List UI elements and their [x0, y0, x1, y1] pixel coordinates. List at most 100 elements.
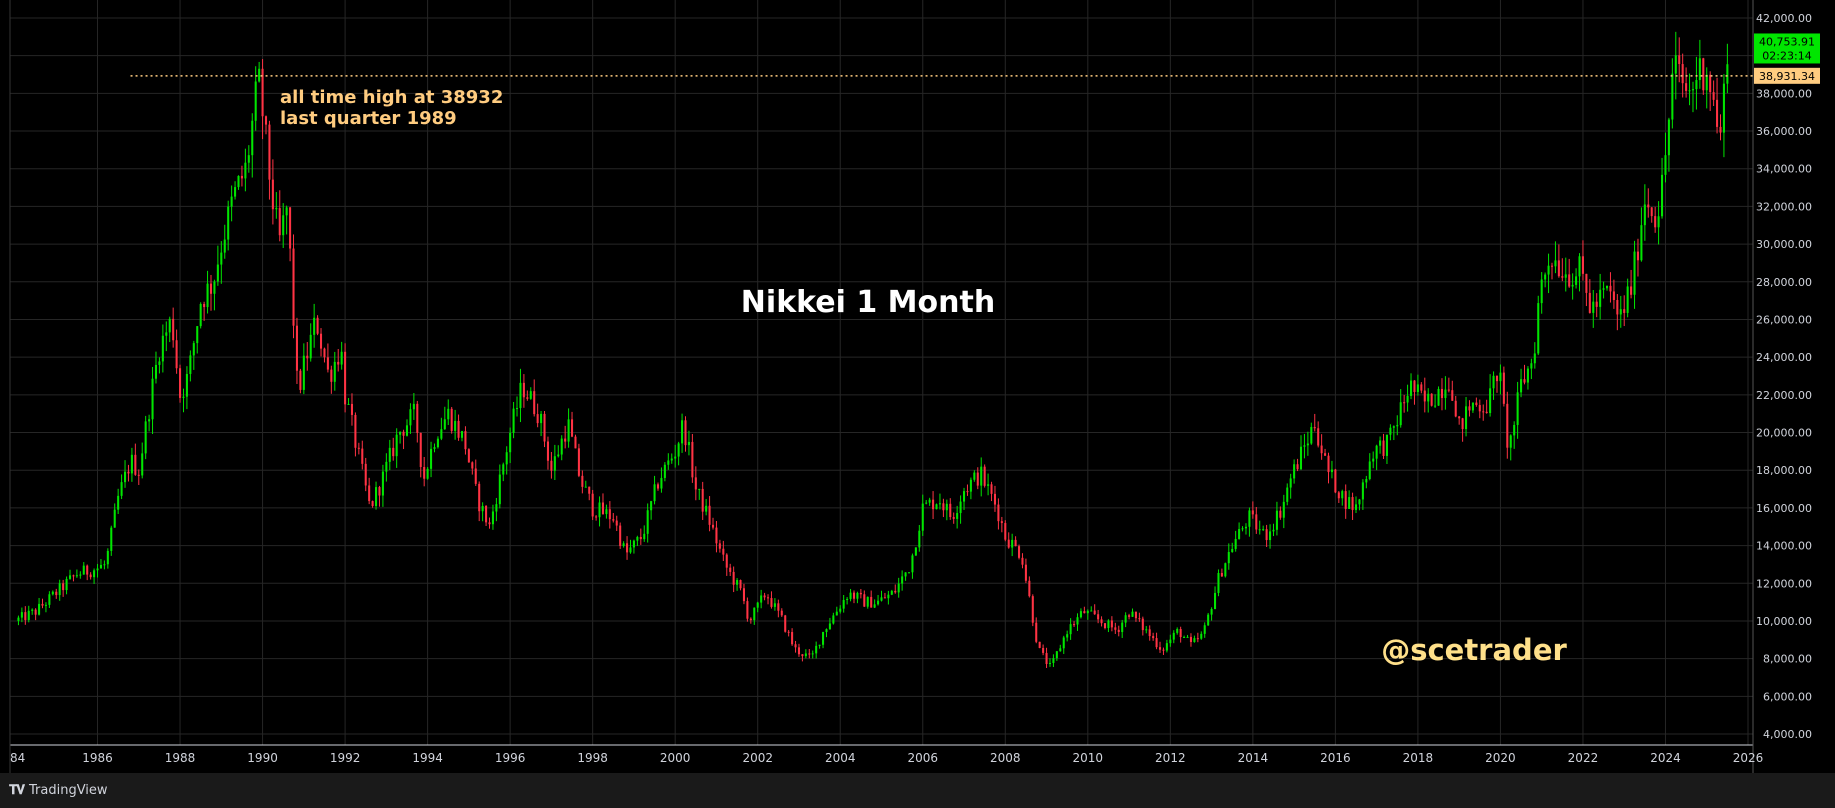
candle-body	[24, 612, 27, 621]
candle-body	[1076, 617, 1079, 625]
candle-body	[533, 391, 536, 415]
candle-body	[244, 162, 247, 179]
candle-body	[632, 540, 635, 548]
candle-body	[1671, 73, 1674, 120]
candle-body	[907, 572, 911, 574]
candle-body	[914, 547, 917, 556]
candle-body	[86, 565, 89, 575]
candle-body	[1561, 276, 1564, 278]
candle-body	[1179, 628, 1182, 638]
candle-body	[1526, 368, 1529, 383]
time-axis[interactable]: 84 1986 1988 1990 1992 1994 1996 1998 2000 2002 20…	[10, 751, 1763, 765]
candle-body	[1158, 647, 1162, 650]
candle-body	[890, 590, 893, 595]
candle-body	[1324, 453, 1327, 456]
candle-body	[1575, 276, 1578, 285]
candle-body	[388, 447, 391, 462]
candle-body	[1568, 274, 1571, 287]
candle-body	[1533, 353, 1536, 364]
candle-body	[1379, 440, 1382, 446]
candle-body	[1712, 92, 1715, 100]
candle-body	[694, 477, 697, 490]
candle-body	[1664, 155, 1667, 175]
candle-body	[595, 516, 598, 518]
candle-body	[1437, 388, 1440, 406]
candle-body	[436, 438, 439, 448]
author-watermark: @scetrader	[1381, 633, 1567, 667]
candle-body	[68, 575, 72, 579]
candle-body	[237, 175, 240, 188]
candle-body	[543, 413, 546, 442]
y-tick-label: 12,000.00	[1756, 577, 1812, 590]
candle-body	[124, 471, 127, 483]
candle-body	[1678, 55, 1681, 65]
candle-body	[1234, 538, 1237, 549]
tradingview-brand-label: TradingView	[29, 783, 108, 798]
x-tick-label: 2006	[907, 751, 938, 765]
candle-body	[1691, 89, 1695, 91]
candle-body	[350, 403, 354, 415]
y-tick-label: 18,000.00	[1756, 464, 1812, 477]
candle-body	[622, 543, 625, 546]
candle-body	[285, 207, 288, 216]
candle-body	[1695, 80, 1698, 90]
candle-body	[1313, 426, 1316, 429]
candle-body	[546, 441, 549, 461]
candle-body	[460, 431, 464, 438]
candle-body	[536, 414, 539, 424]
candle-body	[423, 466, 426, 479]
candle-body	[485, 505, 488, 523]
candle-body	[65, 578, 68, 591]
candle-body	[1348, 497, 1351, 509]
candle-body	[1289, 478, 1292, 488]
bar-countdown-label: 02:23:14	[1762, 49, 1811, 62]
y-tick-label: 24,000.00	[1756, 351, 1812, 364]
candle-body	[1520, 379, 1523, 393]
candle-body	[643, 533, 646, 540]
y-tick-label: 10,000.00	[1756, 615, 1812, 628]
y-tick-label: 34,000.00	[1756, 163, 1812, 176]
y-tick-label: 30,000.00	[1756, 238, 1812, 251]
footer-bar: 𝐓𝐕 TradingView	[0, 773, 1835, 808]
candle-body	[378, 487, 381, 496]
x-tick-label: 2004	[825, 751, 856, 765]
candle-body	[347, 403, 350, 405]
tradingview-logo[interactable]: 𝐓𝐕 TradingView	[9, 783, 108, 798]
candle-body	[1650, 207, 1653, 217]
candle-body	[1079, 611, 1082, 618]
candle-body	[1265, 529, 1268, 541]
candle-body	[1024, 564, 1027, 581]
candle-body	[1403, 402, 1406, 404]
candle-body	[254, 81, 257, 121]
candle-body	[1176, 628, 1179, 633]
candle-body	[302, 355, 305, 390]
x-tick-label: 2022	[1568, 751, 1599, 765]
x-tick-label: 1988	[165, 751, 196, 765]
candle-body	[1351, 497, 1354, 510]
candle-body	[832, 615, 835, 624]
x-tick-label: 2026	[1733, 751, 1764, 765]
candle-body	[385, 461, 388, 472]
candle-body	[1066, 634, 1069, 638]
candle-body	[1282, 501, 1285, 518]
candle-body	[110, 527, 113, 551]
candle-body	[828, 623, 831, 630]
price-axis[interactable]: 42,000.0040,000.0038,000.0036,000.0034,0…	[1754, 12, 1820, 741]
candle-body	[997, 504, 1000, 522]
candle-body	[1623, 309, 1626, 313]
nikkei-monthly-chart[interactable]: Nikkei 1 Month all time high at 38932 la…	[0, 0, 1835, 773]
candle-body	[1186, 636, 1189, 638]
candle-body	[804, 653, 807, 657]
candle-body	[794, 644, 797, 648]
candle-body	[1609, 285, 1612, 292]
candle-body	[261, 68, 264, 117]
candle-body	[935, 504, 938, 510]
candle-body	[705, 505, 708, 512]
candle-body	[949, 503, 952, 518]
candle-body	[395, 434, 398, 457]
candle-body	[753, 607, 756, 621]
candle-body	[901, 576, 904, 584]
candle-body	[822, 632, 825, 645]
x-tick-label: 2012	[1155, 751, 1186, 765]
candle-body	[945, 503, 948, 511]
